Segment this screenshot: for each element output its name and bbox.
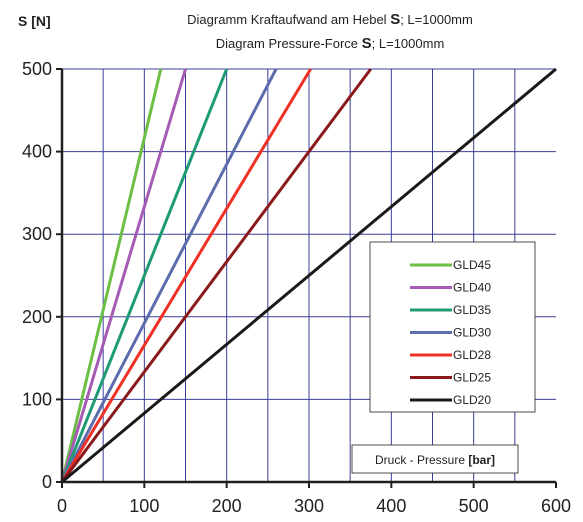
x-tick-label: 400 xyxy=(376,496,406,516)
series-line-gld28 xyxy=(60,68,312,483)
legend-items: GLD45 GLD40 GLD35 GLD30 GLD28 GLD25 GLD20 xyxy=(410,258,491,407)
legend-label-gld28: GLD28 xyxy=(453,348,491,362)
chart-title-line2: Diagram Pressure-Force S; L=1000mm xyxy=(216,35,445,52)
series-line-gld45 xyxy=(60,68,163,483)
series-lines xyxy=(60,67,557,484)
x-axis-label-text: Druck - Pressure xyxy=(375,453,468,467)
chart-title-line2-prefix: Diagram Pressure-Force xyxy=(216,36,362,51)
series-line-gld35 xyxy=(60,68,229,483)
chart-title-line1: Diagramm Kraftaufwand am Hebel S; L=1000… xyxy=(187,11,473,28)
legend-label-gld40: GLD40 xyxy=(453,281,491,295)
legend: GLD45 GLD40 GLD35 GLD30 GLD28 GLD25 GLD20 xyxy=(369,241,536,413)
x-axis-label-frame xyxy=(351,444,519,474)
series-line-gld30 xyxy=(60,68,278,483)
legend-label-gld30: GLD30 xyxy=(453,326,491,340)
y-tick-label: 100 xyxy=(22,389,52,409)
y-tick-label: 200 xyxy=(22,307,52,327)
series-line-gld20 xyxy=(61,67,557,484)
y-tick-label: 500 xyxy=(22,59,52,79)
chart-title-line2-suffix: ; L=1000mm xyxy=(372,36,445,51)
chart-title-line2-symbol: S xyxy=(362,35,372,52)
x-tick-label: 600 xyxy=(541,496,571,516)
y-axis-label: S [N] xyxy=(18,13,51,29)
x-axis-label-box: Druck - Pressure [bar] xyxy=(351,444,519,474)
axes xyxy=(56,68,557,488)
legend-label-gld45: GLD45 xyxy=(453,258,491,272)
tick-labels: 0 100 200 300 400 500 0 100 200 300 400 500 600 xyxy=(22,59,571,516)
x-axis-label: Druck - Pressure [bar] xyxy=(375,453,495,467)
x-tick-label: 500 xyxy=(459,496,489,516)
chart-title-line1-symbol: S xyxy=(390,11,400,28)
x-tick-label: 100 xyxy=(129,496,159,516)
y-tick-label: 400 xyxy=(22,142,52,162)
series-line-gld25 xyxy=(60,68,372,483)
legend-label-gld25: GLD25 xyxy=(453,371,491,385)
series-line-gld40 xyxy=(60,68,187,483)
chart-title-line1-suffix: ; L=1000mm xyxy=(400,12,473,27)
legend-box xyxy=(369,241,536,413)
x-tick-label: 300 xyxy=(294,496,324,516)
chart-title-line1-prefix: Diagramm Kraftaufwand am Hebel xyxy=(187,12,390,27)
x-axis-label-unit: [bar] xyxy=(468,453,495,467)
x-tick-label: 200 xyxy=(212,496,242,516)
legend-label-gld35: GLD35 xyxy=(453,303,491,317)
y-tick-label: 0 xyxy=(42,472,52,492)
y-tick-label: 300 xyxy=(22,224,52,244)
x-tick-label: 0 xyxy=(57,496,67,516)
legend-label-gld20: GLD20 xyxy=(453,393,491,407)
